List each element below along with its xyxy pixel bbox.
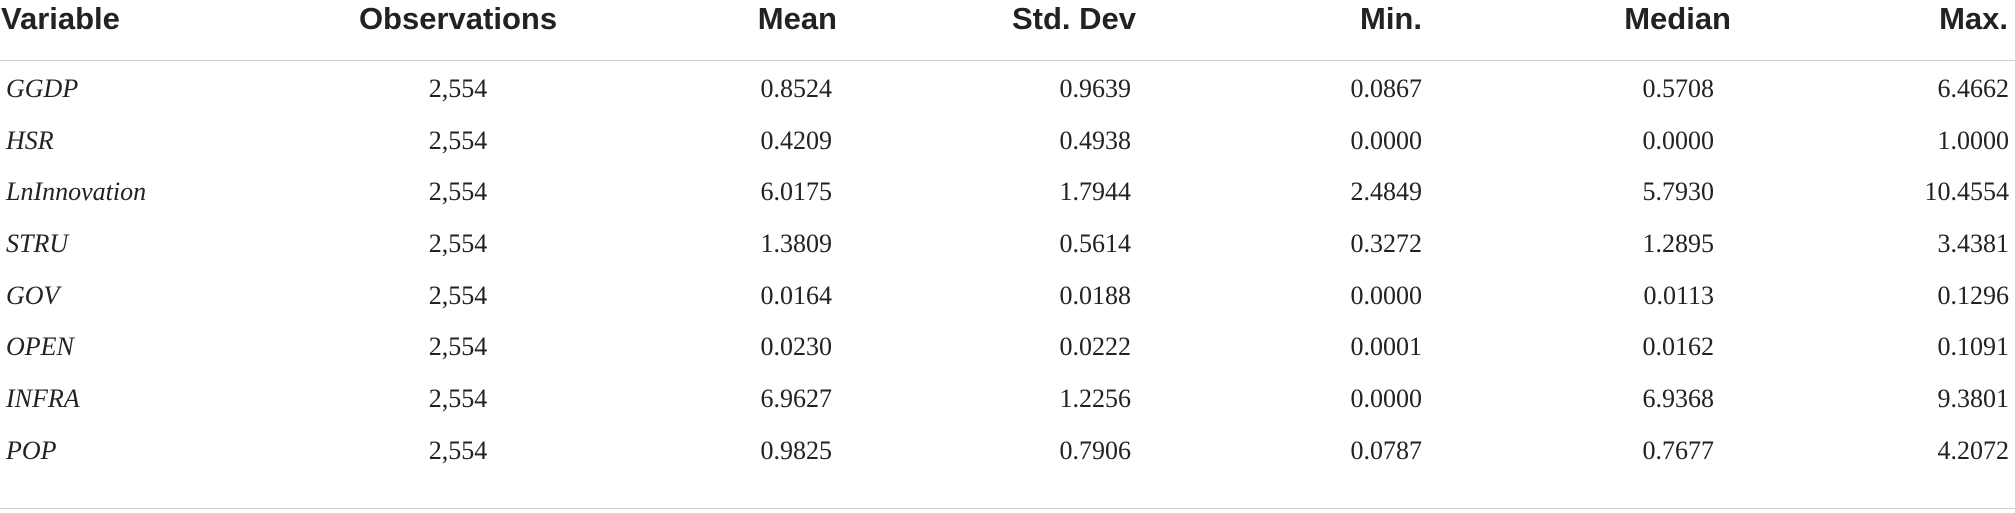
cell-variable: GOV: [6, 280, 60, 310]
table-row: INFRA 2,554 6.9627 1.2256 0.0000 6.9368 …: [0, 373, 2015, 425]
cell-median: 0.7677: [1642, 435, 1715, 465]
cell-max: 4.2072: [1937, 435, 2010, 465]
cell-max: 3.4381: [1937, 229, 2010, 259]
cell-max: 6.4662: [1937, 74, 2010, 103]
cell-min: 0.0000: [1350, 384, 1423, 414]
cell-min: 0.0867: [1350, 74, 1423, 103]
cell-max: 9.3801: [1937, 384, 2010, 414]
table-header-row: Variable Observations Mean Std. Dev Min.…: [0, 0, 2015, 61]
table-body: GGDP 2,554 0.8524 0.9639 0.0867 0.5708 6…: [0, 61, 2015, 477]
cell-std-dev: 0.0222: [1059, 332, 1132, 362]
cell-median: 0.5708: [1642, 74, 1715, 103]
cell-max: 0.1296: [1937, 280, 2010, 310]
header-min: Min.: [1360, 1, 1422, 36]
cell-median: 0.0000: [1642, 125, 1715, 155]
cell-max: 1.0000: [1937, 125, 2010, 155]
cell-mean: 0.9825: [760, 435, 833, 465]
cell-min: 0.0787: [1350, 435, 1423, 465]
table-row: GOV 2,554 0.0164 0.0188 0.0000 0.0113 0.…: [0, 270, 2015, 322]
cell-min: 2.4849: [1350, 177, 1423, 207]
table-row: LnInnovation 2,554 6.0175 1.7944 2.4849 …: [0, 166, 2015, 218]
cell-variable: POP: [6, 435, 57, 465]
cell-std-dev: 0.5614: [1059, 229, 1132, 259]
cell-min: 0.0001: [1350, 332, 1423, 362]
cell-mean: 0.4209: [760, 125, 833, 155]
cell-min: 0.0000: [1350, 280, 1423, 310]
header-max: Max.: [1939, 1, 2008, 36]
cell-min: 0.0000: [1350, 125, 1423, 155]
table-row: GGDP 2,554 0.8524 0.9639 0.0867 0.5708 6…: [0, 63, 2015, 115]
cell-std-dev: 0.4938: [1059, 125, 1132, 155]
header-mean: Mean: [757, 1, 837, 36]
cell-observations: 2,554: [428, 177, 488, 207]
header-median: Median: [1624, 1, 1731, 36]
cell-std-dev: 1.7944: [1059, 177, 1132, 207]
table-row: OPEN 2,554 0.0230 0.0222 0.0001 0.0162 0…: [0, 321, 2015, 373]
cell-observations: 2,554: [428, 229, 488, 259]
cell-observations: 2,554: [428, 384, 488, 414]
cell-median: 1.2895: [1642, 229, 1715, 259]
cell-variable: HSR: [6, 125, 54, 155]
cell-observations: 2,554: [428, 280, 488, 310]
header-std-dev: Std. Dev: [1011, 1, 1136, 36]
cell-variable: LnInnovation: [6, 177, 147, 207]
cell-median: 0.0113: [1643, 280, 1714, 310]
table-row: POP 2,554 0.9825 0.7906 0.0787 0.7677 4.…: [0, 425, 2015, 477]
cell-observations: 2,554: [428, 125, 488, 155]
cell-observations: 2,554: [428, 74, 488, 103]
cell-variable: INFRA: [6, 384, 80, 414]
header-variable: Variable: [1, 1, 120, 36]
cell-observations: 2,554: [428, 435, 488, 465]
cell-std-dev: 1.2256: [1059, 384, 1132, 414]
cell-std-dev: 0.0188: [1059, 280, 1132, 310]
cell-observations: 2,554: [428, 332, 488, 362]
cell-std-dev: 0.9639: [1059, 74, 1132, 103]
cell-mean: 0.8524: [760, 74, 833, 103]
cell-mean: 0.0164: [760, 280, 833, 310]
table-row: HSR 2,554 0.4209 0.4938 0.0000 0.0000 1.…: [0, 115, 2015, 167]
table-row: STRU 2,554 1.3809 0.5614 0.3272 1.2895 3…: [0, 218, 2015, 270]
cell-median: 0.0162: [1642, 332, 1715, 362]
cell-max: 0.1091: [1937, 332, 2010, 362]
table-bottom-rule: [0, 508, 2015, 509]
cell-variable: STRU: [6, 229, 69, 259]
header-observations: Observations: [358, 1, 558, 36]
cell-variable: OPEN: [6, 332, 74, 362]
cell-mean: 6.9627: [760, 384, 833, 414]
cell-max: 10.4554: [1924, 177, 2010, 207]
cell-std-dev: 0.7906: [1059, 435, 1132, 465]
cell-median: 6.9368: [1642, 384, 1715, 414]
cell-mean: 1.3809: [760, 229, 833, 259]
cell-variable: GGDP: [6, 74, 79, 103]
cell-median: 5.7930: [1642, 177, 1715, 207]
cell-mean: 0.0230: [760, 332, 833, 362]
cell-min: 0.3272: [1350, 229, 1423, 259]
cell-mean: 6.0175: [760, 177, 833, 207]
